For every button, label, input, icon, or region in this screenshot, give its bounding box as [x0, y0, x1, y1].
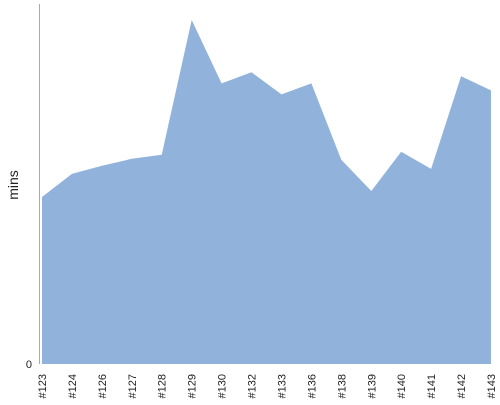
- x-tick-label: #128: [157, 374, 169, 398]
- x-tick-label: #129: [187, 374, 199, 398]
- area-fill: [42, 20, 491, 364]
- x-tick-label: #123: [37, 374, 49, 398]
- area-series: [42, 20, 491, 364]
- x-tick-labels: #123 #124 #126 #127 #128 #129 #130 #132 #133 #136…: [37, 374, 498, 398]
- x-tick-label: #142: [456, 374, 468, 398]
- x-tick-label: #132: [247, 374, 259, 398]
- x-tick-label: #130: [217, 374, 229, 398]
- x-tick-label: #140: [396, 374, 408, 398]
- y-tick-labels: 0: [26, 359, 32, 371]
- x-tick-label: #143: [486, 374, 498, 398]
- x-tick-label: #139: [366, 374, 378, 398]
- x-tick-label: #124: [67, 374, 79, 398]
- y-axis-label: mins: [5, 170, 21, 200]
- x-tick-label: #127: [127, 374, 139, 398]
- x-tick-label: #141: [426, 374, 438, 398]
- x-tick-label: #126: [97, 374, 109, 398]
- y-tick-label: 0: [26, 359, 32, 371]
- x-tick-label: #138: [336, 374, 348, 398]
- x-tick-label: #133: [276, 374, 288, 398]
- x-tick-label: #136: [306, 374, 318, 398]
